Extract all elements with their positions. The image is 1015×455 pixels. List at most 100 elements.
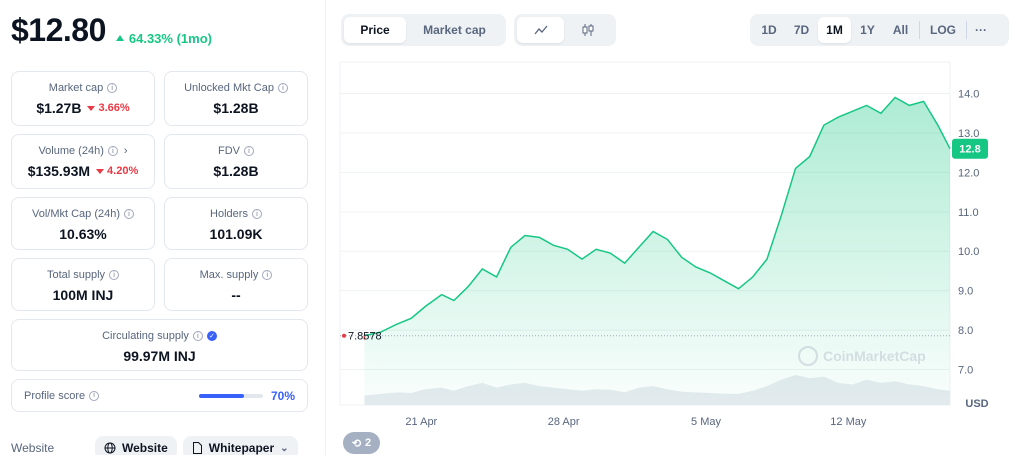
chart-type-toggle: Price Market cap: [341, 14, 506, 46]
history-icon: ⟲: [351, 437, 362, 450]
more-options-button[interactable]: ···: [975, 23, 987, 37]
holders-card[interactable]: Holders i 101.09K: [164, 197, 308, 250]
y-tick-label: 8.0: [958, 325, 973, 337]
y-tick-label: 11.0: [958, 207, 979, 219]
volume-change-value: 4.20%: [107, 165, 139, 177]
cmc-logo-icon: [798, 346, 818, 366]
market-cap-card[interactable]: Market cap i $1.27B 3.66%: [11, 71, 155, 126]
website-link-label: Website: [122, 441, 168, 455]
total-supply-label: Total supply: [46, 269, 106, 281]
info-icon[interactable]: i: [109, 270, 120, 280]
market-cap-change: 3.66%: [87, 102, 130, 114]
candlestick-icon: [582, 24, 593, 36]
profile-score-label: Profile score: [24, 389, 86, 402]
holders-label: Holders: [210, 208, 248, 220]
volume-change: 4.20%: [96, 165, 138, 177]
website-link[interactable]: Website: [95, 436, 177, 455]
document-icon: [192, 442, 202, 454]
profile-score-bar-fill: [198, 393, 244, 398]
x-tick-label: 12 May: [830, 416, 867, 428]
vol-mkt-cap-value: 10.63%: [59, 226, 107, 242]
whitepaper-label: Whitepaper: [208, 441, 275, 455]
fdv-value: $1.28B: [213, 163, 259, 179]
candlestick-chart-button[interactable]: [564, 17, 611, 43]
chevron-down-icon: ⌄: [280, 442, 289, 454]
y-tick-label: 14.0: [958, 89, 979, 101]
current-price-tag-label: 12.8: [959, 144, 980, 156]
currency-label: USD: [965, 398, 988, 410]
circulating-supply-card[interactable]: Circulating supply i ✓ 99.97M INJ: [11, 319, 308, 371]
max-supply-label: Max. supply: [199, 269, 259, 281]
start-price-label: 7.8578: [348, 331, 382, 343]
start-price-dot: [342, 333, 346, 338]
fdv-card[interactable]: FDV i $1.28B: [164, 134, 308, 189]
profile-score-bar: [198, 393, 263, 398]
panel-divider: [325, 0, 326, 455]
range-7d[interactable]: 7D: [793, 23, 810, 37]
info-icon[interactable]: i: [124, 209, 135, 219]
tab-price[interactable]: Price: [344, 17, 406, 43]
profile-score-card[interactable]: Profile score i 70%: [11, 379, 308, 412]
current-price: $12.80: [11, 12, 106, 48]
x-tick-label: 5 May: [691, 416, 721, 428]
range-1d[interactable]: 1D: [761, 23, 777, 37]
verified-check-icon: ✓: [206, 331, 217, 341]
holders-value: 101.09K: [209, 226, 263, 242]
max-supply-card[interactable]: Max. supply i --: [164, 258, 308, 311]
triangle-down-icon: [96, 168, 105, 174]
current-price-tag: [952, 138, 988, 159]
info-icon[interactable]: i: [262, 270, 273, 280]
log-scale-button[interactable]: LOG: [930, 23, 956, 37]
line-chart-icon: [533, 25, 547, 35]
volume-card[interactable]: Volume (24h) i › $135.93M 4.20%: [11, 134, 155, 189]
vol-mkt-cap-label: Vol/Mkt Cap (24h): [31, 208, 121, 220]
fdv-label: FDV: [218, 145, 240, 157]
info-icon[interactable]: i: [277, 83, 288, 93]
whitepaper-dropdown[interactable]: Whitepaper ⌄: [182, 436, 298, 455]
circulating-supply-label: Circulating supply: [102, 330, 189, 342]
range-1y[interactable]: 1Y: [860, 23, 875, 37]
line-chart-button[interactable]: [517, 17, 564, 43]
unlocked-mkt-cap-value: $1.28B: [213, 100, 259, 116]
info-icon[interactable]: i: [251, 209, 262, 219]
info-icon[interactable]: i: [107, 146, 118, 156]
unlocked-mkt-cap-card[interactable]: Unlocked Mkt Cap i $1.28B: [164, 71, 308, 126]
market-cap-value: $1.27B: [36, 100, 82, 116]
vol-mkt-cap-card[interactable]: Vol/Mkt Cap (24h) i 10.63%: [11, 197, 155, 250]
y-tick-label: 10.0: [958, 246, 979, 258]
volume-value: $135.93M: [27, 163, 91, 179]
toolbar-separator: [919, 21, 920, 39]
info-icon[interactable]: i: [107, 83, 118, 93]
unlocked-mkt-cap-label: Unlocked Mkt Cap: [184, 82, 274, 94]
profile-score-value: 70%: [270, 388, 295, 403]
range-1m[interactable]: 1M: [818, 17, 851, 43]
max-supply-value: --: [231, 287, 241, 303]
chevron-right-icon[interactable]: ›: [123, 145, 128, 157]
price-line: [364, 96, 951, 337]
toolbar-separator: [966, 21, 967, 39]
chart-style-toggle: [514, 14, 616, 46]
tab-market-cap[interactable]: Market cap: [423, 23, 486, 37]
y-tick-label: 7.0: [958, 365, 973, 377]
triangle-down-icon: [87, 105, 96, 111]
info-icon[interactable]: i: [89, 390, 100, 401]
history-button[interactable]: ⟲ 2: [343, 432, 380, 454]
range-all[interactable]: All: [892, 23, 909, 37]
x-tick-label: 28 Apr: [548, 416, 580, 428]
total-supply-card[interactable]: Total supply i 100M INJ: [11, 258, 155, 311]
website-label: Website: [11, 441, 55, 455]
globe-icon: [104, 442, 116, 454]
info-icon[interactable]: i: [244, 146, 254, 156]
stats-panel: $12.80 64.33% (1mo) Market cap i $1.27B 3.…: [0, 0, 322, 455]
time-range-toggle: 1D 7D 1M 1Y All LOG ···: [750, 14, 1009, 46]
triangle-up-icon: [115, 35, 124, 41]
total-supply-value: 100M INJ: [52, 287, 114, 303]
market-cap-change-value: 3.66%: [98, 102, 130, 114]
y-tick-label: 9.0: [958, 286, 973, 298]
price-change-value: 64.33% (1mo): [128, 30, 212, 46]
links-row: Website Website Whitepaper ⌄: [11, 436, 311, 455]
price-header: $12.80 64.33% (1mo): [11, 12, 212, 49]
x-tick-label: 21 Apr: [405, 416, 437, 428]
info-icon[interactable]: i: [192, 331, 203, 341]
